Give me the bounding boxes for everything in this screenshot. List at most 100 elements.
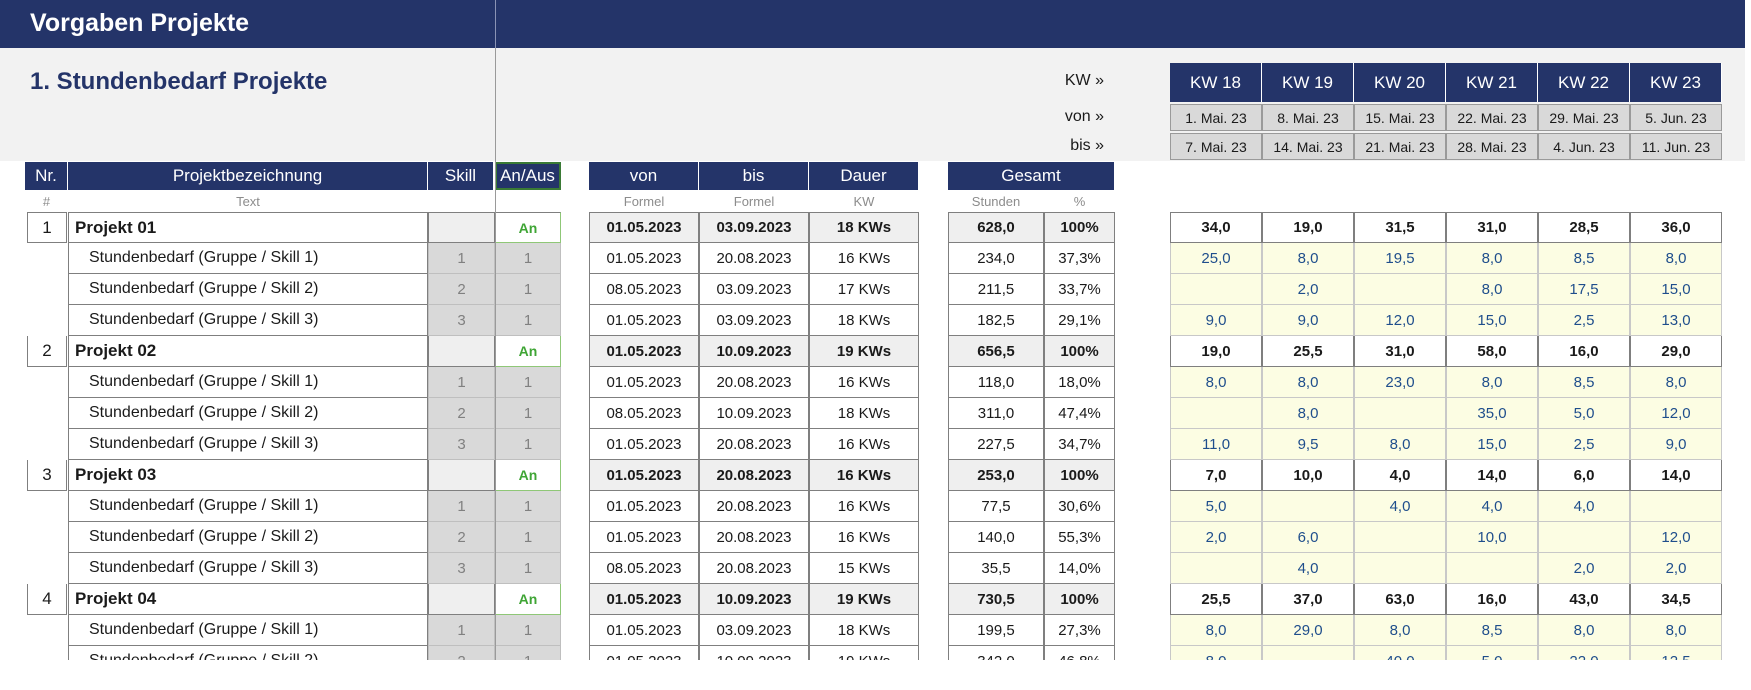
project-week-total[interactable]: 28,5 <box>1538 212 1630 243</box>
skill-hours[interactable]: 140,0 <box>948 522 1044 553</box>
skill-start-date[interactable]: 01.05.2023 <box>589 615 699 646</box>
project-week-total[interactable]: 4,0 <box>1354 460 1446 491</box>
skill-demand-label[interactable]: Stundenbedarf (Gruppe / Skill 1) <box>68 491 428 522</box>
week-hours-cell[interactable]: 12,0 <box>1630 522 1722 553</box>
week-hours-cell[interactable]: 2,0 <box>1262 274 1354 305</box>
project-duration[interactable]: 19 KWs <box>809 584 919 615</box>
skill-toggle[interactable]: 1 <box>495 398 561 429</box>
skill-toggle[interactable]: 1 <box>495 615 561 646</box>
week-hours-cell[interactable]: 29,0 <box>1262 615 1354 646</box>
skill-hours[interactable]: 35,5 <box>948 553 1044 584</box>
week-hours-cell[interactable]: 12,0 <box>1630 398 1722 429</box>
week-hours-cell[interactable] <box>1354 274 1446 305</box>
week-start-date[interactable]: 15. Mai. 23 <box>1354 104 1446 131</box>
skill-duration[interactable]: 15 KWs <box>809 553 919 584</box>
skill-demand-label[interactable]: Stundenbedarf (Gruppe / Skill 2) <box>68 398 428 429</box>
week-hours-cell[interactable]: 15,0 <box>1446 429 1538 460</box>
skill-hours[interactable]: 182,5 <box>948 305 1044 336</box>
skill-toggle[interactable]: 1 <box>495 553 561 584</box>
kw-header-3[interactable]: KW 21 <box>1446 63 1538 102</box>
skill-number[interactable]: 1 <box>428 491 495 522</box>
week-hours-cell[interactable]: 8,0 <box>1630 367 1722 398</box>
week-hours-cell[interactable]: 6,0 <box>1262 522 1354 553</box>
project-end-date[interactable]: 10.09.2023 <box>699 584 809 615</box>
col-header-an-aus[interactable]: An/Aus <box>495 162 561 190</box>
skill-number[interactable]: 2 <box>428 398 495 429</box>
skill-demand-label[interactable]: Stundenbedarf (Gruppe / Skill 1) <box>68 615 428 646</box>
week-hours-cell[interactable]: 4,0 <box>1354 491 1446 522</box>
week-hours-cell[interactable]: 2,0 <box>1538 553 1630 584</box>
week-hours-cell[interactable]: 8,0 <box>1170 367 1262 398</box>
week-start-date[interactable]: 22. Mai. 23 <box>1446 104 1538 131</box>
project-end-date[interactable]: 03.09.2023 <box>699 212 809 243</box>
skill-end-date[interactable]: 20.08.2023 <box>699 522 809 553</box>
week-hours-cell[interactable]: 2,0 <box>1630 553 1722 584</box>
kw-header-0[interactable]: KW 18 <box>1170 63 1262 102</box>
week-hours-cell[interactable] <box>1630 491 1722 522</box>
skill-percent[interactable]: 55,3% <box>1044 522 1115 553</box>
skill-end-date[interactable]: 20.08.2023 <box>699 553 809 584</box>
col-header-dauer[interactable]: Dauer <box>809 162 919 190</box>
skill-demand-label[interactable]: Stundenbedarf (Gruppe / Skill 1) <box>68 243 428 274</box>
week-hours-cell[interactable]: 9,0 <box>1262 305 1354 336</box>
week-hours-cell[interactable]: 11,0 <box>1170 429 1262 460</box>
week-hours-cell[interactable]: 8,0 <box>1262 367 1354 398</box>
week-hours-cell[interactable]: 8,0 <box>1354 615 1446 646</box>
skill-hours[interactable]: 199,5 <box>948 615 1044 646</box>
week-hours-cell[interactable]: 8,0 <box>1354 429 1446 460</box>
project-name[interactable]: Projekt 04 <box>68 584 428 615</box>
skill-toggle[interactable]: 1 <box>495 522 561 553</box>
project-week-total[interactable]: 19,0 <box>1262 212 1354 243</box>
week-hours-cell[interactable]: 4,0 <box>1262 553 1354 584</box>
project-week-total[interactable]: 36,0 <box>1630 212 1722 243</box>
project-percent[interactable]: 100% <box>1044 336 1115 367</box>
week-hours-cell[interactable]: 9,0 <box>1630 429 1722 460</box>
week-hours-cell[interactable]: 8,0 <box>1538 615 1630 646</box>
project-week-total[interactable]: 25,5 <box>1170 584 1262 615</box>
skill-duration[interactable]: 16 KWs <box>809 243 919 274</box>
col-header-von[interactable]: von <box>589 162 699 190</box>
project-start-date[interactable]: 01.05.2023 <box>589 212 699 243</box>
project-week-total[interactable]: 14,0 <box>1630 460 1722 491</box>
skill-hours[interactable]: 234,0 <box>948 243 1044 274</box>
skill-percent[interactable]: 14,0% <box>1044 553 1115 584</box>
kw-header-5[interactable]: KW 23 <box>1630 63 1722 102</box>
week-end-date[interactable]: 7. Mai. 23 <box>1170 133 1262 160</box>
project-start-date[interactable]: 01.05.2023 <box>589 584 699 615</box>
skill-number[interactable]: 1 <box>428 615 495 646</box>
project-week-total[interactable]: 25,5 <box>1262 336 1354 367</box>
skill-number[interactable]: 2 <box>428 274 495 305</box>
project-end-date[interactable]: 10.09.2023 <box>699 336 809 367</box>
project-week-total[interactable]: 16,0 <box>1446 584 1538 615</box>
week-start-date[interactable]: 5. Jun. 23 <box>1630 104 1722 131</box>
skill-start-date[interactable]: 01.05.2023 <box>589 243 699 274</box>
project-duration[interactable]: 18 KWs <box>809 212 919 243</box>
skill-duration[interactable]: 18 KWs <box>809 398 919 429</box>
skill-percent[interactable]: 29,1% <box>1044 305 1115 336</box>
week-hours-cell[interactable]: 12,0 <box>1354 305 1446 336</box>
project-number[interactable]: 1 <box>27 212 67 243</box>
skill-start-date[interactable]: 01.05.2023 <box>589 429 699 460</box>
skill-toggle[interactable]: 1 <box>495 243 561 274</box>
week-hours-cell[interactable]: 8,0 <box>1630 615 1722 646</box>
project-week-total[interactable]: 63,0 <box>1354 584 1446 615</box>
week-hours-cell[interactable]: 35,0 <box>1446 398 1538 429</box>
week-hours-cell[interactable]: 15,0 <box>1630 274 1722 305</box>
project-skill-cell[interactable] <box>428 212 495 243</box>
project-start-date[interactable]: 01.05.2023 <box>589 336 699 367</box>
skill-duration[interactable]: 16 KWs <box>809 367 919 398</box>
week-hours-cell[interactable]: 8,0 <box>1262 243 1354 274</box>
week-start-date[interactable]: 29. Mai. 23 <box>1538 104 1630 131</box>
week-hours-cell[interactable] <box>1354 553 1446 584</box>
skill-duration[interactable]: 18 KWs <box>809 305 919 336</box>
week-hours-cell[interactable]: 8,0 <box>1630 243 1722 274</box>
skill-percent[interactable]: 30,6% <box>1044 491 1115 522</box>
week-hours-cell[interactable]: 15,0 <box>1446 305 1538 336</box>
week-hours-cell[interactable]: 2,0 <box>1170 522 1262 553</box>
skill-duration[interactable]: 16 KWs <box>809 429 919 460</box>
skill-number[interactable]: 3 <box>428 553 495 584</box>
week-hours-cell[interactable]: 5,0 <box>1538 398 1630 429</box>
project-week-total[interactable]: 58,0 <box>1446 336 1538 367</box>
week-hours-cell[interactable]: 8,0 <box>1446 367 1538 398</box>
skill-duration[interactable]: 16 KWs <box>809 491 919 522</box>
